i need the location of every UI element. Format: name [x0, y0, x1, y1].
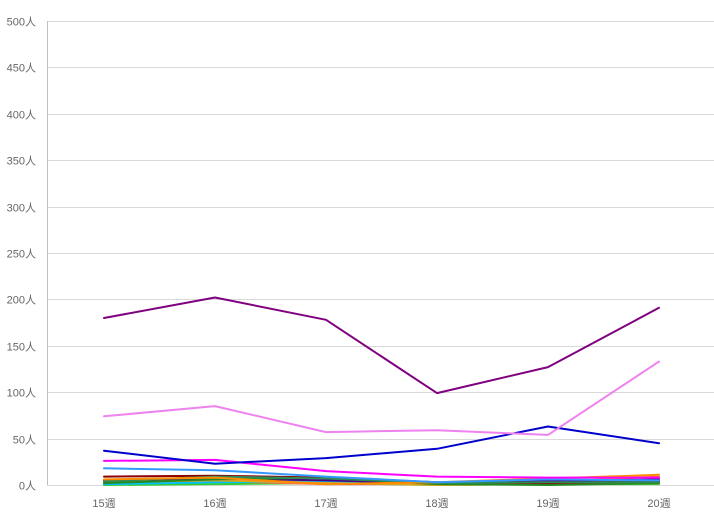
x-tick-label: 18週: [425, 497, 448, 510]
series-line-1: [103, 360, 660, 436]
x-tick-label: 19週: [536, 497, 559, 510]
y-tick-label: 50人: [13, 434, 36, 447]
y-tick-label: 150人: [7, 341, 36, 354]
y-tick-label: 200人: [7, 294, 36, 307]
y-tick-label: 100人: [7, 387, 36, 400]
x-tick-label: 17週: [314, 497, 337, 510]
y-tick-label: 250人: [7, 248, 36, 261]
series-line-3: [103, 458, 660, 479]
y-tick-label: 400人: [7, 109, 36, 122]
series-line-2: [103, 425, 660, 465]
y-tick-label: 500人: [7, 16, 36, 29]
series-layer: [103, 296, 660, 486]
x-tick-label: 15週: [92, 497, 115, 510]
y-tick-label: 300人: [7, 202, 36, 215]
y-tick-label: 350人: [7, 155, 36, 168]
series-line-4: [103, 467, 660, 484]
y-tick-label: 450人: [7, 62, 36, 75]
x-tick-label: 20週: [647, 497, 670, 510]
grid-layer: [47, 21, 714, 486]
y-tick-label: 0人: [19, 480, 36, 493]
series-line-0: [103, 296, 660, 395]
tick-label-layer: 0人 50人 100人 150人 200人 250人 300人 350人 400人 450人 500…: [7, 16, 671, 511]
x-tick-label: 16週: [203, 497, 226, 510]
